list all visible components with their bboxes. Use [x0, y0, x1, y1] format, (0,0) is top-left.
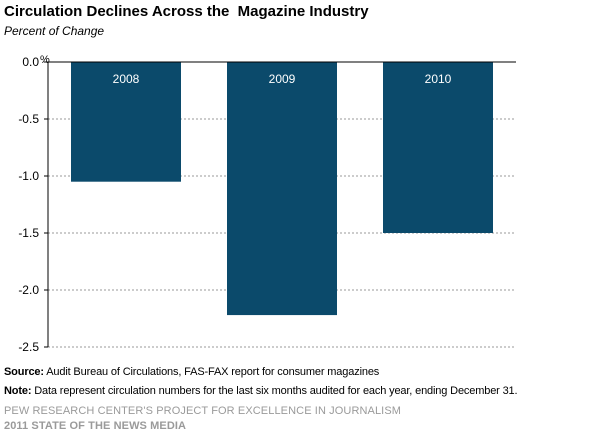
chart-subtitle: Percent of Change: [4, 24, 105, 38]
report-credit: 2011 STATE OF THE NEWS MEDIA: [4, 420, 187, 432]
y-tick-label: -1.5: [18, 226, 39, 240]
note-label: Note:: [4, 385, 32, 397]
data-note: Note: Data represent circulation numbers…: [4, 385, 518, 397]
category-label: 2010: [425, 72, 452, 86]
bar: [227, 62, 337, 316]
category-label: 2009: [269, 72, 296, 86]
y-tick-label: 0.0: [22, 55, 39, 69]
organization-credit: PEW RESEARCH CENTER'S PROJECT FOR EXCELL…: [4, 405, 402, 417]
chart-title: Circulation Declines Across the Magazine…: [4, 3, 369, 20]
y-unit-label: %: [40, 54, 50, 66]
y-tick-label: -1.0: [18, 169, 39, 183]
bar-chart: 0.0 -0.5 -1.0 -1.5 -2.0 -2.5% 2008 2009 2010: [18, 54, 516, 354]
source-label: Source:: [4, 366, 44, 378]
y-tick-label: -2.0: [18, 283, 39, 297]
bar: [71, 62, 181, 182]
bar: [383, 62, 493, 233]
source-note: Source: Audit Bureau of Circulations, FA…: [4, 366, 379, 378]
y-tick-label: -2.5: [18, 340, 39, 354]
source-text: Audit Bureau of Circulations, FAS-FAX re…: [43, 366, 380, 378]
y-tick-label: -0.5: [18, 112, 39, 126]
category-label: 2008: [113, 72, 140, 86]
note-text: Data represent circulation numbers for t…: [31, 385, 518, 397]
